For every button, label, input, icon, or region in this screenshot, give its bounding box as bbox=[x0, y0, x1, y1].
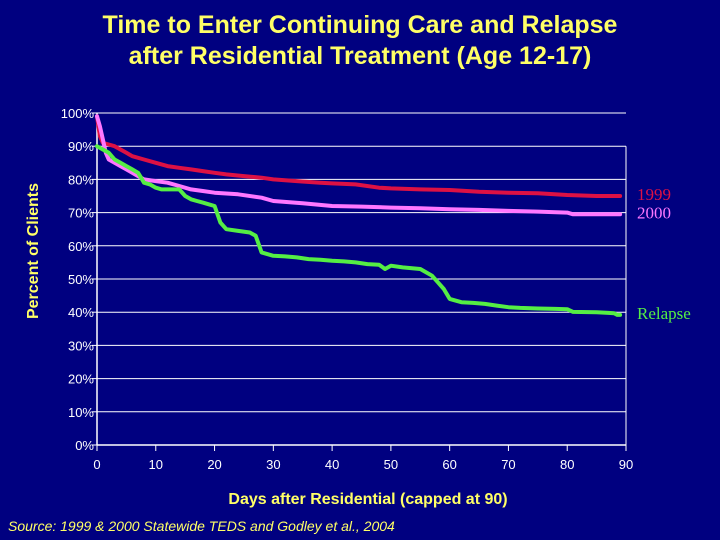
chart-title: Time to Enter Continuing Care and Relaps… bbox=[0, 10, 720, 72]
plot-area bbox=[97, 112, 627, 446]
y-tick-label-30: 30% bbox=[68, 338, 94, 353]
series-label-relapse: Relapse bbox=[637, 304, 691, 323]
y-tick-label-100: 100% bbox=[61, 106, 95, 121]
x-axis: 0 10 20 30 40 50 60 70 80 90 bbox=[93, 444, 633, 472]
y-tick-label-70: 70% bbox=[68, 206, 94, 221]
x-tick-label-30: 30 bbox=[266, 457, 280, 472]
y-tick-label-60: 60% bbox=[68, 239, 94, 254]
series-layer bbox=[95, 114, 623, 317]
y-tick-label-0: 0% bbox=[75, 438, 94, 453]
x-tick-label-20: 20 bbox=[207, 457, 221, 472]
x-tick-label-90: 90 bbox=[619, 457, 633, 472]
x-tick-label-10: 10 bbox=[149, 457, 163, 472]
y-tick-label-90: 90% bbox=[68, 139, 94, 154]
series-label-2000: 2000 bbox=[637, 203, 671, 222]
y-tick-label-50: 50% bbox=[68, 272, 94, 287]
y-tick-label-20: 20% bbox=[68, 372, 94, 387]
x-axis-label: Days after Residential (capped at 90) bbox=[228, 491, 507, 508]
source-note: Source: 1999 & 2000 Statewide TEDS and G… bbox=[8, 518, 395, 534]
x-tick-label-60: 60 bbox=[442, 457, 456, 472]
series-label-1999: 1999 bbox=[637, 185, 671, 204]
chart-title-line-2: after Residential Treatment (Age 12-17) bbox=[128, 42, 592, 70]
y-tick-label-10: 10% bbox=[68, 405, 94, 420]
x-tick-label-50: 50 bbox=[384, 457, 398, 472]
y-axis-label: Percent of Clients bbox=[25, 183, 42, 319]
x-tick-label-80: 80 bbox=[560, 457, 574, 472]
y-tick-label-40: 40% bbox=[68, 305, 94, 320]
x-tick-label-40: 40 bbox=[325, 457, 339, 472]
x-tick-label-0: 0 bbox=[93, 457, 100, 472]
y-tick-label-80: 80% bbox=[68, 172, 94, 187]
chart-title-line-1: Time to Enter Continuing Care and Relaps… bbox=[102, 11, 618, 39]
series-line-2000 bbox=[95, 114, 623, 217]
y-axis: 0% 10% 20% 30% 40% 50% 60% 70% 80% 90% 100% bbox=[61, 106, 98, 453]
series-line-relapse bbox=[95, 144, 623, 317]
x-tick-label-70: 70 bbox=[501, 457, 515, 472]
series-line-1999 bbox=[95, 114, 623, 198]
